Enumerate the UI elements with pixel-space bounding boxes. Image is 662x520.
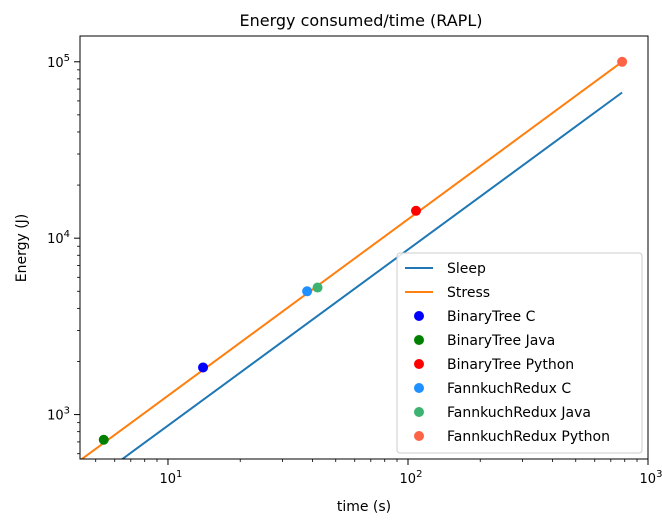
y-axis-label: Energy (J) [14,214,30,283]
legend: Sleep Stress BinaryTree C BinaryTree Java Bi… [396,252,643,454]
data-point [411,205,422,216]
data-point [617,56,628,67]
y-tick-label: 103 [47,406,70,424]
legend-label: BinaryTree Java [447,333,555,349]
y-tick-label: 105 [47,53,70,71]
legend-marker [414,407,424,417]
legend-marker [414,311,424,321]
legend-marker [414,383,424,393]
y-tick-label: 104 [47,229,70,247]
data-point [98,434,109,445]
legend-label: FannkuchRedux Java [447,405,591,421]
legend-box [396,252,643,454]
series-line-stress [80,60,623,459]
legend-label: BinaryTree Python [447,357,574,373]
x-tick-label: 101 [160,469,183,487]
legend-label: Sleep [447,261,486,277]
x-tick-label: 102 [400,469,423,487]
data-point [198,362,209,373]
x-axis-label: time (s) [337,499,391,515]
y-axis: 103 104 105 [47,53,80,455]
legend-marker [414,335,424,345]
legend-marker [414,431,424,441]
x-axis: 101 102 103 [95,459,662,487]
plot-area [80,56,628,459]
legend-marker [414,359,424,369]
legend-label: FannkuchRedux Python [447,429,610,445]
chart-title: Energy consumed/time (RAPL) [240,11,483,30]
series-line-sleep [120,91,623,459]
data-point [302,286,313,297]
x-tick-label: 103 [640,469,662,487]
legend-label: FannkuchRedux C [447,381,571,397]
legend-label: Stress [447,285,490,301]
plot-frame [79,35,649,460]
data-point [312,282,323,293]
legend-label: BinaryTree C [447,309,536,325]
